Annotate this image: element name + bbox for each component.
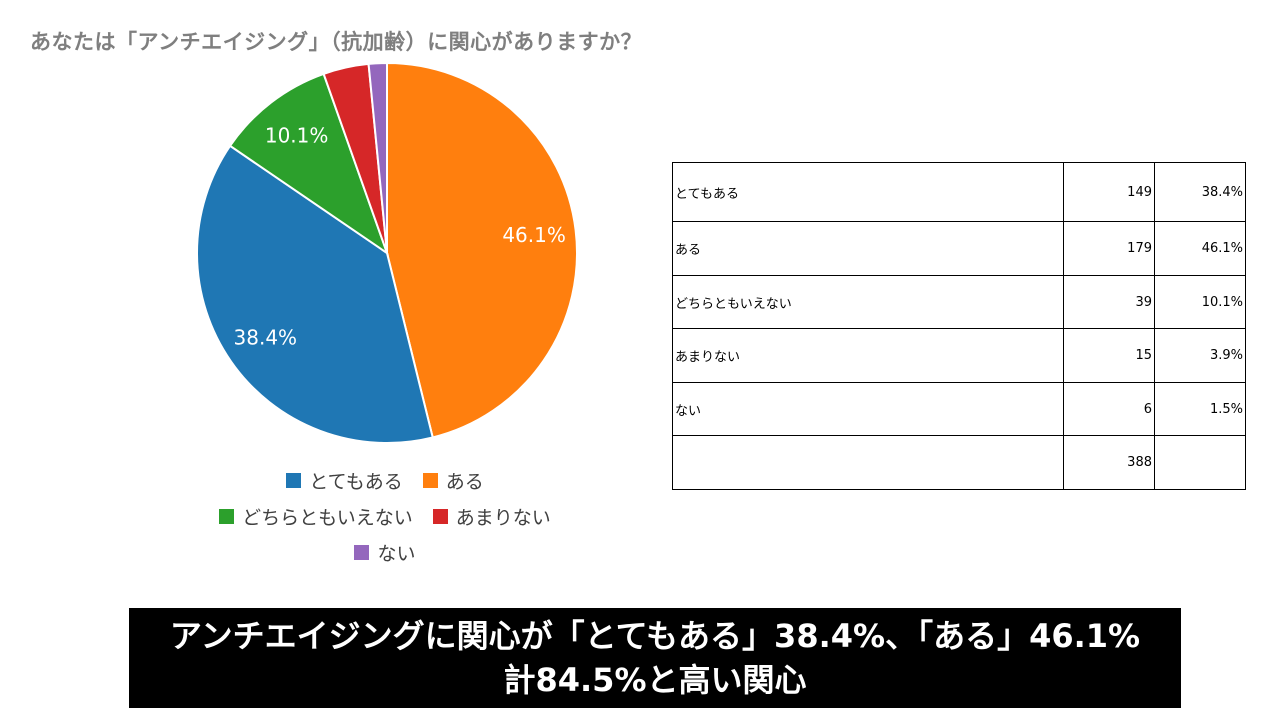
legend-item-amari-nai: あまりない [432,503,551,530]
legend-label: とてもある [309,470,403,493]
table-cell-count: 39 [1063,275,1155,329]
pie-slice-1 [196,144,434,444]
table-cell-count: 6 [1063,382,1155,436]
table-cell-label: ある [672,221,1064,276]
table-cell-label: ない [672,382,1064,436]
table-cell-label: あまりない [672,328,1064,383]
legend-row: ない [170,534,600,570]
response-table: とてもある 149 38.4% ある 179 46.1% どちらともいえない 3… [672,162,1246,490]
table-cell-percent: 3.9% [1154,328,1246,383]
table-row: ある 179 46.1% [672,221,1246,276]
table-cell-percent: 46.1% [1154,221,1246,276]
legend-item-dochira: どちらともいえない [219,503,413,530]
table-cell-label: どちらともいえない [672,275,1064,329]
pie-chart: 46.1% 38.4% 10.1% [196,61,578,444]
summary-line-2: 計84.5%と高い関心 [503,661,807,699]
table-cell-count: 15 [1063,328,1155,383]
legend-row: どちらともいえない あまりない [170,498,600,534]
table-cell-percent: 10.1% [1154,275,1246,329]
table-row-total: 388 [672,435,1246,490]
legend-swatch [422,472,438,488]
table-cell-label: とてもある [672,162,1064,222]
legend-label: ある [445,470,484,493]
pie-data-label: 10.1% [265,124,329,148]
table-row: どちらともいえない 39 10.1% [672,275,1246,329]
table-cell-percent: 38.4% [1154,162,1246,222]
summary-line-1: アンチエイジングに関心が「とてもある」38.4%、「ある」46.1% [169,617,1141,655]
table-cell-count: 149 [1063,162,1155,222]
chart-title: あなたは「アンチエイジング」（抗加齢）に関心がありますか？ [30,30,643,54]
chart-legend: とてもある ある どちらともいえない あまりない ない [170,462,600,570]
table-row: ない 6 1.5% [672,382,1246,436]
legend-item-totemo-aru: とてもある [286,467,403,494]
legend-label: どちらともいえない [242,506,413,529]
table-cell-count: 179 [1063,221,1155,276]
legend-swatch [354,544,370,560]
table-cell-total-count: 388 [1063,435,1155,490]
pie-slice-3 [228,72,389,256]
legend-item-nai: ない [354,539,416,566]
pie-data-label: 38.4% [234,326,298,350]
legend-row: とてもある ある [170,462,600,498]
legend-label: あまりない [455,506,551,529]
summary-banner: アンチエイジングに関心が「とてもある」38.4%、「ある」46.1% 計84.5… [129,608,1181,708]
table-cell-label [672,435,1064,490]
pie-slice-2 [386,61,578,439]
legend-swatch [219,508,235,524]
pie-data-label: 46.1% [502,223,566,247]
table-cell-percent [1154,435,1246,490]
legend-label: ない [377,542,416,565]
legend-swatch [432,508,448,524]
pie-slice-5 [367,61,388,254]
table-cell-percent: 1.5% [1154,382,1246,436]
legend-swatch [286,472,302,488]
table-row: あまりない 15 3.9% [672,328,1246,383]
table-row: とてもある 149 38.4% [672,162,1246,222]
legend-item-aru: ある [422,467,484,494]
